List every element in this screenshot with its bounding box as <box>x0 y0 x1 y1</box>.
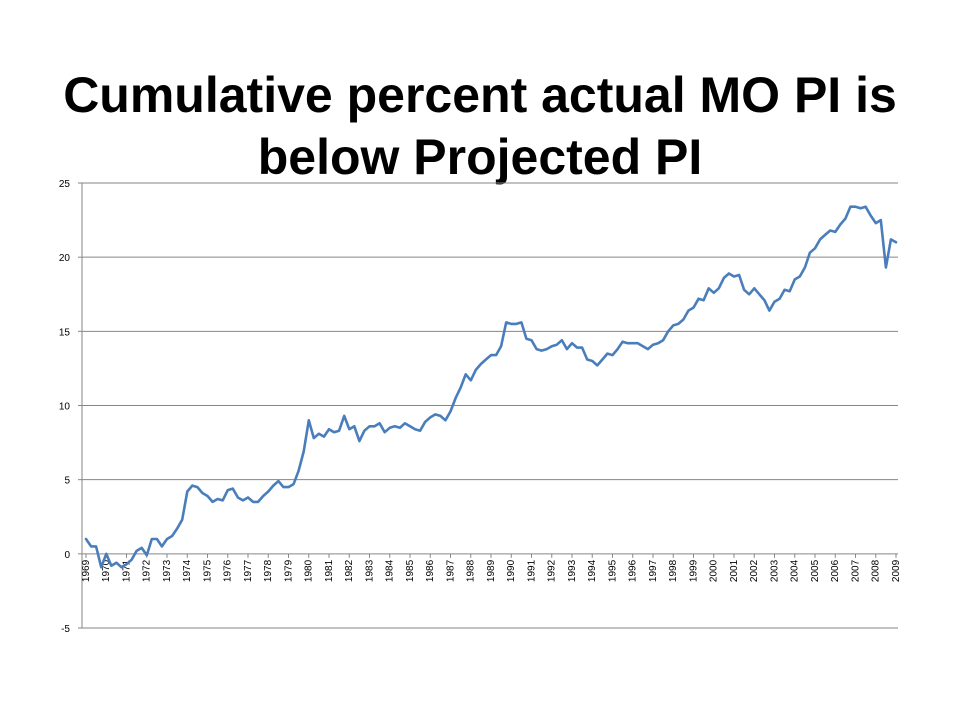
x-tick-label: 2005 <box>810 559 821 582</box>
x-tick-label: 1987 <box>446 559 457 582</box>
x-tick-label: 1999 <box>689 559 700 582</box>
x-tick-label: 1973 <box>162 559 173 582</box>
x-tick-label: 1977 <box>243 559 254 582</box>
x-tick-label: 1995 <box>608 559 619 582</box>
x-tick-label: 1988 <box>466 559 477 582</box>
x-tick-label: 1981 <box>324 559 335 582</box>
x-tick-label: 2004 <box>790 559 801 582</box>
x-tick-label: 1972 <box>142 559 153 582</box>
x-tick-label: 2001 <box>729 559 740 582</box>
y-tick-label: -5 <box>61 624 70 635</box>
x-tick-label: 2007 <box>851 559 862 582</box>
y-tick-labels: -5 0 5 10 15 20 25 <box>59 179 71 635</box>
x-tick-label: 1969 <box>81 559 92 582</box>
x-tick-label: 1992 <box>547 559 558 582</box>
x-tick-label: 1980 <box>304 559 315 582</box>
y-tick-label: 20 <box>59 253 71 264</box>
x-tick-label: 1985 <box>405 559 416 582</box>
x-tick-label: 1982 <box>344 559 355 582</box>
y-tick-label: 10 <box>59 402 71 413</box>
x-tick-label: 1978 <box>263 559 274 582</box>
y-tick-label: 5 <box>64 476 70 487</box>
x-tick-label: 2003 <box>770 559 781 582</box>
x-tick-label: 1994 <box>587 559 598 582</box>
x-tick-label: 1970 <box>101 559 112 582</box>
x-tick-label: 1996 <box>628 559 639 582</box>
x-tick-label: 2002 <box>749 559 760 582</box>
x-tick-label: 1983 <box>365 559 376 582</box>
x-tick-label: 1974 <box>182 559 193 582</box>
x-tick-label: 1997 <box>648 559 659 582</box>
y-tick-label: 0 <box>64 550 70 561</box>
x-tick-label: 2006 <box>830 559 841 582</box>
x-tick-label: 1984 <box>385 559 396 582</box>
x-tick-label: 1971 <box>122 559 133 582</box>
x-tick-label: 1976 <box>223 559 234 582</box>
x-tick-label: 1991 <box>527 559 538 582</box>
x-tick-labels: 1969 1970 1971 1972 1973 1974 1975 1976 1977 1978… <box>81 559 902 582</box>
x-tick-label: 1990 <box>506 559 517 582</box>
x-tick-label: 1989 <box>486 559 497 582</box>
x-tick-label: 1993 <box>567 559 578 582</box>
series-layer <box>84 205 898 569</box>
x-tick-label: 2000 <box>709 559 720 582</box>
y-tick-label: 25 <box>59 179 71 190</box>
series-line <box>84 205 898 569</box>
y-tick-label: 15 <box>59 327 71 338</box>
x-tick-label: 1998 <box>668 559 679 582</box>
x-tick-label: 1975 <box>203 559 214 582</box>
gridlines <box>82 182 898 629</box>
slide-title: Cumulative percent actual MO PI is below… <box>63 66 897 185</box>
x-tick-label: 2009 <box>891 559 902 582</box>
x-tick-label: 1986 <box>425 559 436 582</box>
x-tick-label: 1979 <box>284 559 295 582</box>
x-tick-label: 2008 <box>871 559 882 582</box>
